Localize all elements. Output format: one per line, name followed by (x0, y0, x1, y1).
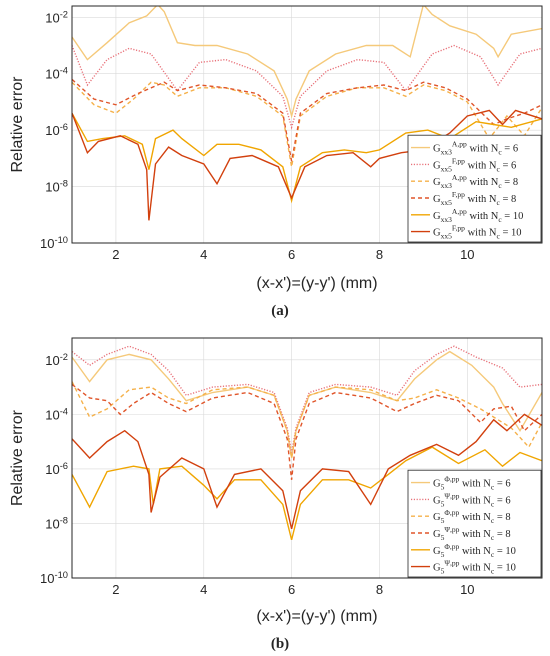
legend-entry: G5Ψ,pp with Nc = 6 (433, 491, 511, 508)
y-tick-label: 10-4 (45, 66, 68, 82)
series-line (72, 381, 542, 459)
panel-b: 2 4 6 8 10 10-10 10-8 10-6 10-4 10-2 (x-x')=(y-y')… (9, 337, 543, 625)
y-tick-label: 10-10 (40, 235, 68, 251)
legend-entry: G5Ψ,pp with Nc = 8 (433, 525, 511, 542)
y-tick-label: 10-4 (45, 406, 68, 422)
y-tick-label: 10-6 (45, 461, 68, 477)
y-tick-label: 10-10 (40, 570, 68, 586)
y-tick-label: 10-6 (45, 122, 68, 138)
x-tick-label: 6 (288, 582, 295, 597)
series-line (72, 383, 542, 480)
y-axis-label: Relative error (9, 409, 26, 506)
x-tick-label: 10 (460, 582, 474, 597)
y-tick-label: 10-2 (45, 9, 68, 25)
legend-entry: Gxx5F,pp with Nc = 6 (433, 156, 516, 173)
panel-a: 2 4 6 8 10 10-10 10-8 10-6 10-4 10-2 (x-x')=(y-y')… (9, 5, 543, 292)
series-line (72, 345, 542, 453)
legend-entry: Gxx3A,pp with Nc = 8 (433, 173, 518, 190)
legend-entry: G5Φ,pp with Nc = 8 (433, 508, 511, 525)
x-tick-label: 2 (112, 247, 119, 262)
x-tick-label: 8 (376, 582, 383, 597)
x-tick-label: 6 (288, 247, 295, 262)
series-line (72, 78, 542, 162)
panel-b-caption: (b) (271, 636, 289, 652)
series-line (72, 446, 542, 540)
plot-frame (71, 5, 543, 244)
x-axis-label: (x-x')=(y-y') (mm) (256, 608, 377, 625)
series-line (72, 44, 542, 130)
series-line (72, 413, 542, 530)
series-line (72, 81, 542, 167)
legend-entry: Gxx3A,pp with Nc = 6 (433, 140, 518, 157)
series-line (72, 350, 542, 459)
x-tick-label: 4 (200, 247, 207, 262)
legend-entry: Gxx3A,pp with Nc = 10 (433, 207, 523, 224)
series-line (72, 6, 542, 119)
x-tick-label: 2 (112, 582, 119, 597)
x-tick-label: 10 (460, 247, 474, 262)
series-line (72, 109, 542, 221)
panel-a-caption: (a) (271, 303, 289, 319)
legend-entry: G5Φ,pp with Nc = 10 (433, 542, 516, 559)
y-tick-label: 10-8 (45, 515, 68, 531)
x-axis-label: (x-x')=(y-y') (mm) (256, 275, 377, 292)
legend-entry: G5Ψ,pp with Nc = 10 (433, 559, 516, 576)
y-axis-label: Relative error (9, 76, 26, 173)
legend-entry: Gxx5F,pp with Nc = 8 (433, 190, 516, 207)
y-tick-label: 10-8 (45, 179, 68, 195)
y-tick-label: 10-2 (45, 352, 68, 368)
x-tick-label: 8 (376, 247, 383, 262)
x-tick-label: 4 (200, 582, 207, 597)
plot-frame (71, 337, 543, 579)
legend-entry: Gxx5F,pp with Nc = 10 (433, 224, 521, 241)
legend-entry: G5Φ,pp with Nc = 6 (433, 475, 511, 492)
